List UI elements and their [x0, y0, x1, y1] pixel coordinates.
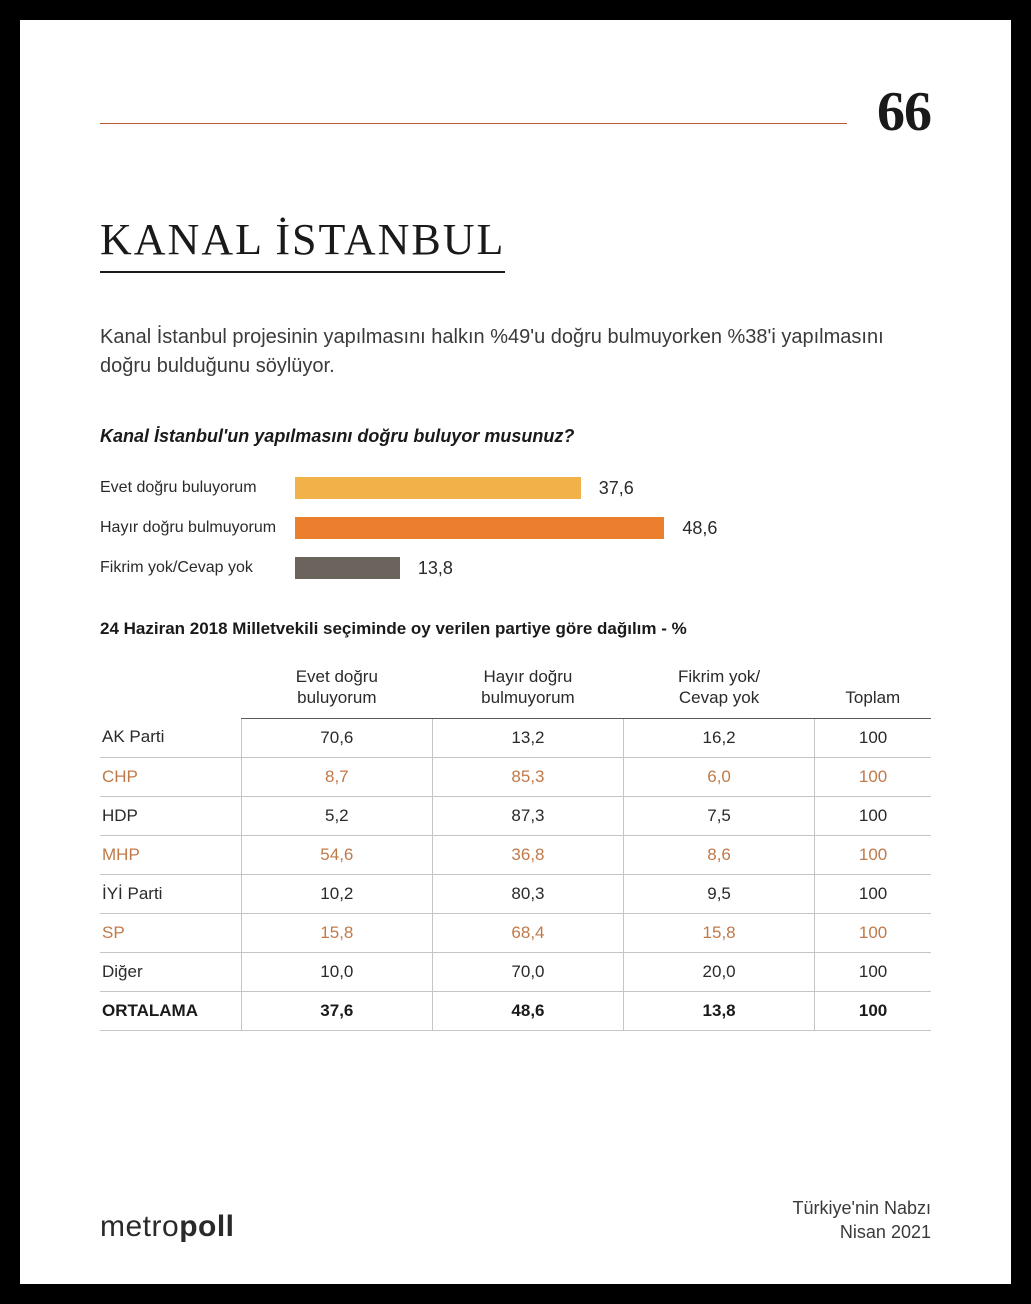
bar-label: Evet doğru buluyorum — [100, 479, 295, 497]
table-cell: 100 — [815, 718, 931, 757]
table-cell: 8,6 — [624, 835, 815, 874]
bar-fill — [295, 517, 664, 539]
table-row-label: SP — [100, 913, 241, 952]
survey-question: Kanal İstanbul'un yapılmasını doğru bulu… — [100, 426, 931, 447]
bar-fill — [295, 557, 400, 579]
page-footer: metropoll Türkiye'nin Nabzı Nisan 2021 — [100, 1197, 931, 1244]
bar-row: Fikrim yok/Cevap yok 13,8 — [100, 557, 931, 579]
header-rule — [100, 123, 847, 124]
table-row-label: CHP — [100, 757, 241, 796]
bar-track: 13,8 — [295, 557, 931, 579]
table-header-cell: Fikrim yok/Cevap yok — [624, 657, 815, 718]
table-cell: 37,6 — [241, 991, 432, 1030]
table-row: AK Parti70,613,216,2100 — [100, 718, 931, 757]
bar-row: Hayır doğru bulmuyorum 48,6 — [100, 517, 931, 539]
report-name: Türkiye'nin Nabzı — [793, 1197, 932, 1220]
table-cell: 70,0 — [432, 952, 623, 991]
table-cell: 36,8 — [432, 835, 623, 874]
bar-row: Evet doğru buluyorum 37,6 — [100, 477, 931, 499]
table-row: HDP5,287,37,5100 — [100, 796, 931, 835]
bar-value: 13,8 — [418, 558, 453, 579]
table-cell: 70,6 — [241, 718, 432, 757]
bar-value: 37,6 — [599, 478, 634, 499]
table-row: MHP54,636,88,6100 — [100, 835, 931, 874]
bar-fill — [295, 477, 581, 499]
table-row: İYİ Parti10,280,39,5100 — [100, 874, 931, 913]
report-page: 66 KANAL İSTANBUL Kanal İstanbul projesi… — [20, 20, 1011, 1284]
bar-track: 37,6 — [295, 477, 931, 499]
table-cell: 13,2 — [432, 718, 623, 757]
page-number: 66 — [877, 80, 931, 144]
table-cell: 100 — [815, 952, 931, 991]
report-date: Nisan 2021 — [793, 1221, 932, 1244]
metropoll-logo: metropoll — [100, 1210, 235, 1244]
table-cell: 10,2 — [241, 874, 432, 913]
bar-value: 48,6 — [682, 518, 717, 539]
table-header-cell: Evet doğrubuluyorum — [241, 657, 432, 718]
table-header-cell: Hayır doğrubulmuyorum — [432, 657, 623, 718]
logo-text-bold: poll — [179, 1210, 234, 1243]
intro-paragraph: Kanal İstanbul projesinin yapılmasını ha… — [100, 323, 931, 381]
table-cell: 20,0 — [624, 952, 815, 991]
table-cell: 5,2 — [241, 796, 432, 835]
table-cell: 68,4 — [432, 913, 623, 952]
table-cell: 6,0 — [624, 757, 815, 796]
table-cell: 85,3 — [432, 757, 623, 796]
table-row-label: İYİ Parti — [100, 874, 241, 913]
table-cell: 13,8 — [624, 991, 815, 1030]
table-row-label: HDP — [100, 796, 241, 835]
table-cell: 8,7 — [241, 757, 432, 796]
response-bar-chart: Evet doğru buluyorum 37,6 Hayır doğru bulm… — [100, 477, 931, 579]
table-cell: 10,0 — [241, 952, 432, 991]
table-cell: 100 — [815, 991, 931, 1030]
table-row-label: ORTALAMA — [100, 991, 241, 1030]
table-header-cell — [100, 657, 241, 718]
page-title: KANAL İSTANBUL — [100, 214, 505, 273]
table-cell: 16,2 — [624, 718, 815, 757]
table-cell: 54,6 — [241, 835, 432, 874]
table-cell: 87,3 — [432, 796, 623, 835]
crosstab-table: Evet doğrubuluyorumHayır doğrubulmuyorum… — [100, 657, 931, 1031]
table-header-cell: Toplam — [815, 657, 931, 718]
footer-meta: Türkiye'nin Nabzı Nisan 2021 — [793, 1197, 932, 1244]
bar-label: Hayır doğru bulmuyorum — [100, 519, 295, 537]
table-cell: 15,8 — [241, 913, 432, 952]
table-row: CHP8,785,36,0100 — [100, 757, 931, 796]
table-cell: 100 — [815, 757, 931, 796]
table-cell: 7,5 — [624, 796, 815, 835]
table-cell: 80,3 — [432, 874, 623, 913]
table-cell: 15,8 — [624, 913, 815, 952]
table-row-label: MHP — [100, 835, 241, 874]
table-cell: 48,6 — [432, 991, 623, 1030]
table-row-label: AK Parti — [100, 718, 241, 757]
crosstab-title: 24 Haziran 2018 Milletvekili seçiminde o… — [100, 619, 931, 639]
bar-track: 48,6 — [295, 517, 931, 539]
table-cell: 100 — [815, 835, 931, 874]
bar-label: Fikrim yok/Cevap yok — [100, 559, 295, 577]
table-row-label: Diğer — [100, 952, 241, 991]
header-bar: 66 — [100, 80, 931, 144]
logo-text-light: metro — [100, 1210, 179, 1243]
table-row: Diğer10,070,020,0100 — [100, 952, 931, 991]
table-cell: 100 — [815, 913, 931, 952]
table-cell: 9,5 — [624, 874, 815, 913]
table-average-row: ORTALAMA37,648,613,8100 — [100, 991, 931, 1030]
table-cell: 100 — [815, 796, 931, 835]
table-row: SP15,868,415,8100 — [100, 913, 931, 952]
table-cell: 100 — [815, 874, 931, 913]
